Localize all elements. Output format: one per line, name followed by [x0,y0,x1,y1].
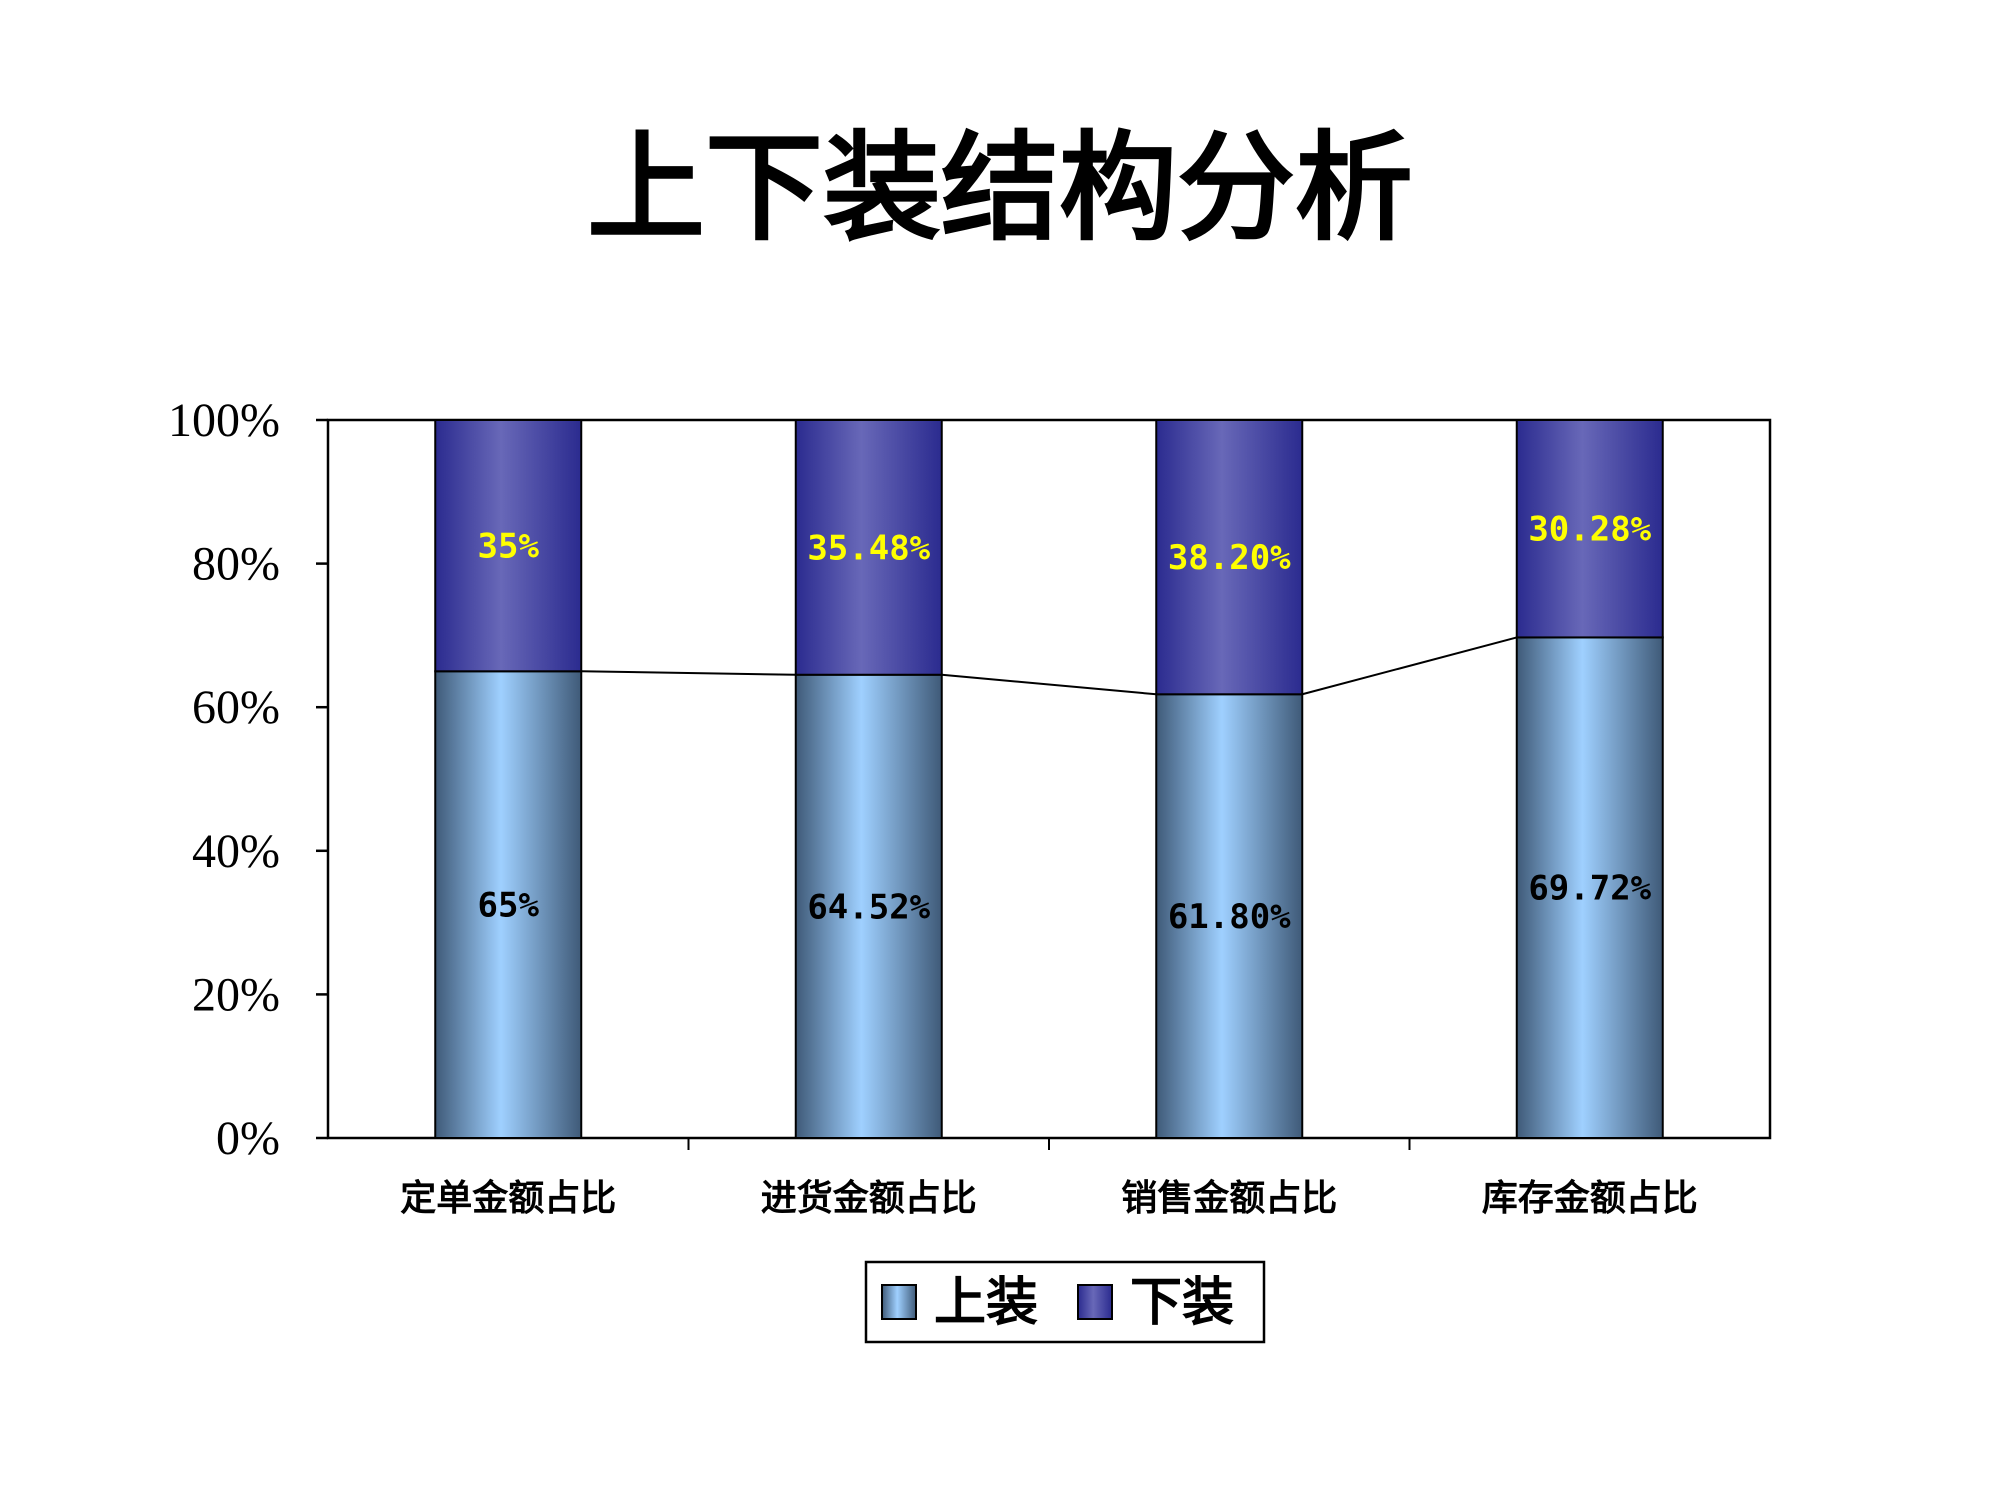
y-tick-label: 60% [192,681,280,734]
data-label-upper-4: 69.72% [1528,869,1651,909]
bar-lower-3 [1155,419,1304,696]
data-label-lower-4: 30.28% [1528,510,1651,550]
legend-label-upper: 上装 [934,1273,1038,1333]
y-tick-label: 20% [192,968,280,1021]
legend-label-lower: 下装 [1130,1273,1234,1333]
data-label-lower-3: 38.20% [1168,538,1291,578]
bar-upper-3 [1155,693,1304,1139]
data-label-lower-1: 35% [478,527,540,567]
bar-lower-2 [794,419,943,676]
legend-swatch-lower [1077,1284,1113,1320]
y-tick-label: 0% [216,1112,280,1165]
category-label-1: 定单金额占比 [400,1177,616,1219]
legend [864,1260,1266,1344]
data-label-upper-1: 65% [478,886,540,926]
legend-swatch-upper [881,1284,917,1320]
y-tick-label: 40% [192,825,280,878]
series-line-3 [1301,636,1518,696]
bar-upper-4 [1515,636,1664,1139]
series-line-1 [581,670,796,676]
bar-lower-4 [1515,419,1664,639]
bar-upper-2 [794,673,943,1139]
y-tick-label: 80% [192,538,280,591]
bar-lower-1 [434,419,583,673]
category-label-3: 销售金额占比 [1121,1177,1337,1219]
y-tick-label: 100% [168,394,280,447]
category-label-2: 进货金额占比 [761,1177,977,1219]
chart-title: 上下装结构分析 [586,118,1413,257]
category-label-4: 库存金额占比 [1482,1177,1698,1219]
data-label-upper-3: 61.80% [1168,897,1291,937]
data-label-upper-2: 64.52% [807,887,930,927]
data-label-lower-2: 35.48% [807,528,930,568]
series-line-2 [941,673,1157,696]
